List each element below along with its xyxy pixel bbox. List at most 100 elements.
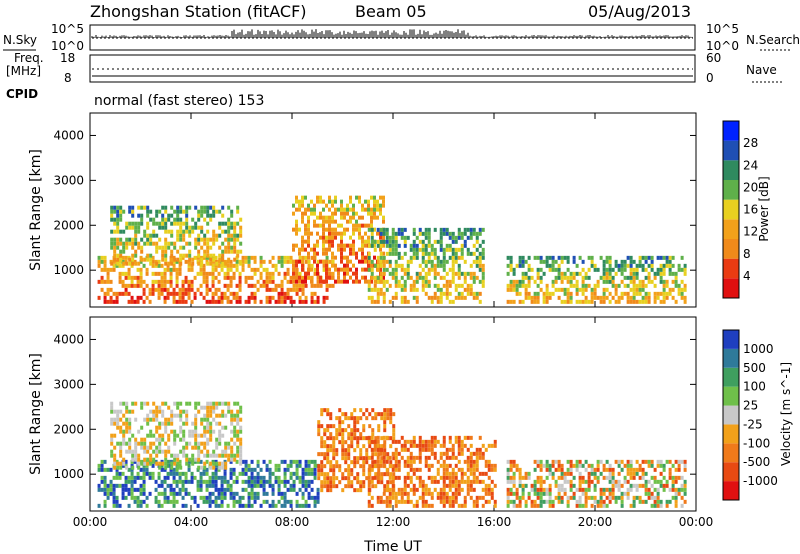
- echo-cell: [394, 455, 398, 460]
- echo-cell: [188, 233, 192, 238]
- echo-cell: [221, 409, 225, 414]
- echo-cell: [620, 267, 624, 272]
- echo-cell: [442, 247, 446, 252]
- echo-cell: [338, 428, 342, 433]
- echo-cell: [320, 436, 324, 441]
- echo-cell: [136, 471, 140, 476]
- echo-cell: [406, 263, 410, 268]
- echo-cell: [355, 255, 358, 260]
- echo-cell: [365, 452, 369, 457]
- echo-cell: [217, 299, 221, 304]
- echo-cell: [578, 287, 582, 292]
- echo-cell: [332, 440, 336, 445]
- echo-cell: [418, 231, 422, 236]
- echo-cell: [112, 299, 116, 304]
- echo-cell: [212, 429, 216, 434]
- echo-cell: [331, 275, 334, 280]
- echo-cell: [199, 475, 203, 480]
- echo-cell: [116, 245, 120, 250]
- echo-cell: [206, 221, 210, 226]
- echo-cell: [371, 432, 375, 437]
- echo-cell: [659, 255, 663, 260]
- echo-cell: [451, 499, 455, 504]
- echo-cell: [611, 283, 615, 288]
- echo-cell: [454, 247, 458, 252]
- echo-cell: [388, 503, 392, 508]
- echo-cell: [232, 491, 236, 496]
- echo-cell: [199, 483, 203, 488]
- echo-cell: [229, 483, 233, 488]
- echo-cell: [680, 459, 684, 464]
- echo-cell: [152, 413, 156, 418]
- echo-cell: [451, 259, 455, 264]
- echo-cell: [364, 267, 367, 272]
- echo-cell: [326, 460, 330, 465]
- echo-cell: [436, 295, 440, 300]
- echo-cell: [629, 467, 633, 472]
- echo-cell: [190, 495, 194, 500]
- echo-cell: [223, 271, 227, 276]
- echo-cell: [155, 453, 159, 458]
- echo-cell: [262, 491, 266, 496]
- echo-cell: [286, 499, 290, 504]
- echo-cell: [236, 421, 240, 426]
- echo-cell: [373, 215, 376, 220]
- echo-cell: [533, 279, 537, 284]
- echo-cell: [647, 459, 651, 464]
- echo-cell: [397, 499, 401, 504]
- echo-cell: [364, 243, 367, 248]
- echo-cell: [298, 203, 301, 208]
- echo-cell: [484, 499, 488, 504]
- echo-cell: [334, 227, 337, 232]
- echo-cell: [448, 243, 452, 248]
- echo-cell: [478, 267, 482, 272]
- echo-cell: [430, 267, 434, 272]
- echo-cell: [368, 412, 372, 417]
- echo-cell: [512, 471, 516, 476]
- echo-cell: [232, 263, 236, 268]
- echo-cell: [509, 267, 513, 272]
- echo-cell: [472, 463, 476, 468]
- echo-cell: [325, 227, 328, 232]
- echo-cell: [158, 409, 162, 414]
- echo-cell: [212, 461, 216, 466]
- echo-cell: [475, 467, 479, 472]
- echo-cell: [356, 436, 360, 441]
- echo-cell: [143, 229, 147, 234]
- echo-cell: [122, 433, 126, 438]
- echo-cell: [578, 271, 582, 276]
- echo-cell: [524, 471, 528, 476]
- echo-cell: [317, 420, 321, 425]
- echo-cell: [512, 271, 516, 276]
- echo-cell: [236, 233, 240, 238]
- echo-cell: [118, 475, 122, 480]
- echo-cell: [112, 495, 116, 500]
- echo-cell: [439, 227, 443, 232]
- echo-cell: [596, 479, 600, 484]
- echo-cell: [200, 209, 204, 214]
- echo-cell: [563, 471, 567, 476]
- echo-cell: [359, 436, 363, 441]
- echo-cell: [152, 241, 156, 246]
- echo-cell: [608, 471, 612, 476]
- echo-cell: [442, 251, 446, 256]
- echo-cell: [593, 475, 597, 480]
- echo-cell: [433, 275, 437, 280]
- echo-cell: [184, 259, 188, 264]
- echo-cell: [338, 464, 342, 469]
- echo-cell: [641, 295, 645, 300]
- echo-cell: [388, 499, 392, 504]
- echo-cell: [391, 231, 395, 236]
- echo-cell: [199, 291, 203, 296]
- echo-cell: [322, 207, 325, 212]
- echo-cell: [214, 471, 218, 476]
- echo-cell: [475, 255, 479, 260]
- echo-cell: [430, 475, 434, 480]
- echo-cell: [323, 456, 327, 461]
- echo-cell: [182, 209, 186, 214]
- echo-cell: [163, 491, 167, 496]
- echo-cell: [226, 259, 230, 264]
- echo-cell: [125, 429, 129, 434]
- echo-cell: [358, 223, 361, 228]
- echo-cell: [277, 487, 281, 492]
